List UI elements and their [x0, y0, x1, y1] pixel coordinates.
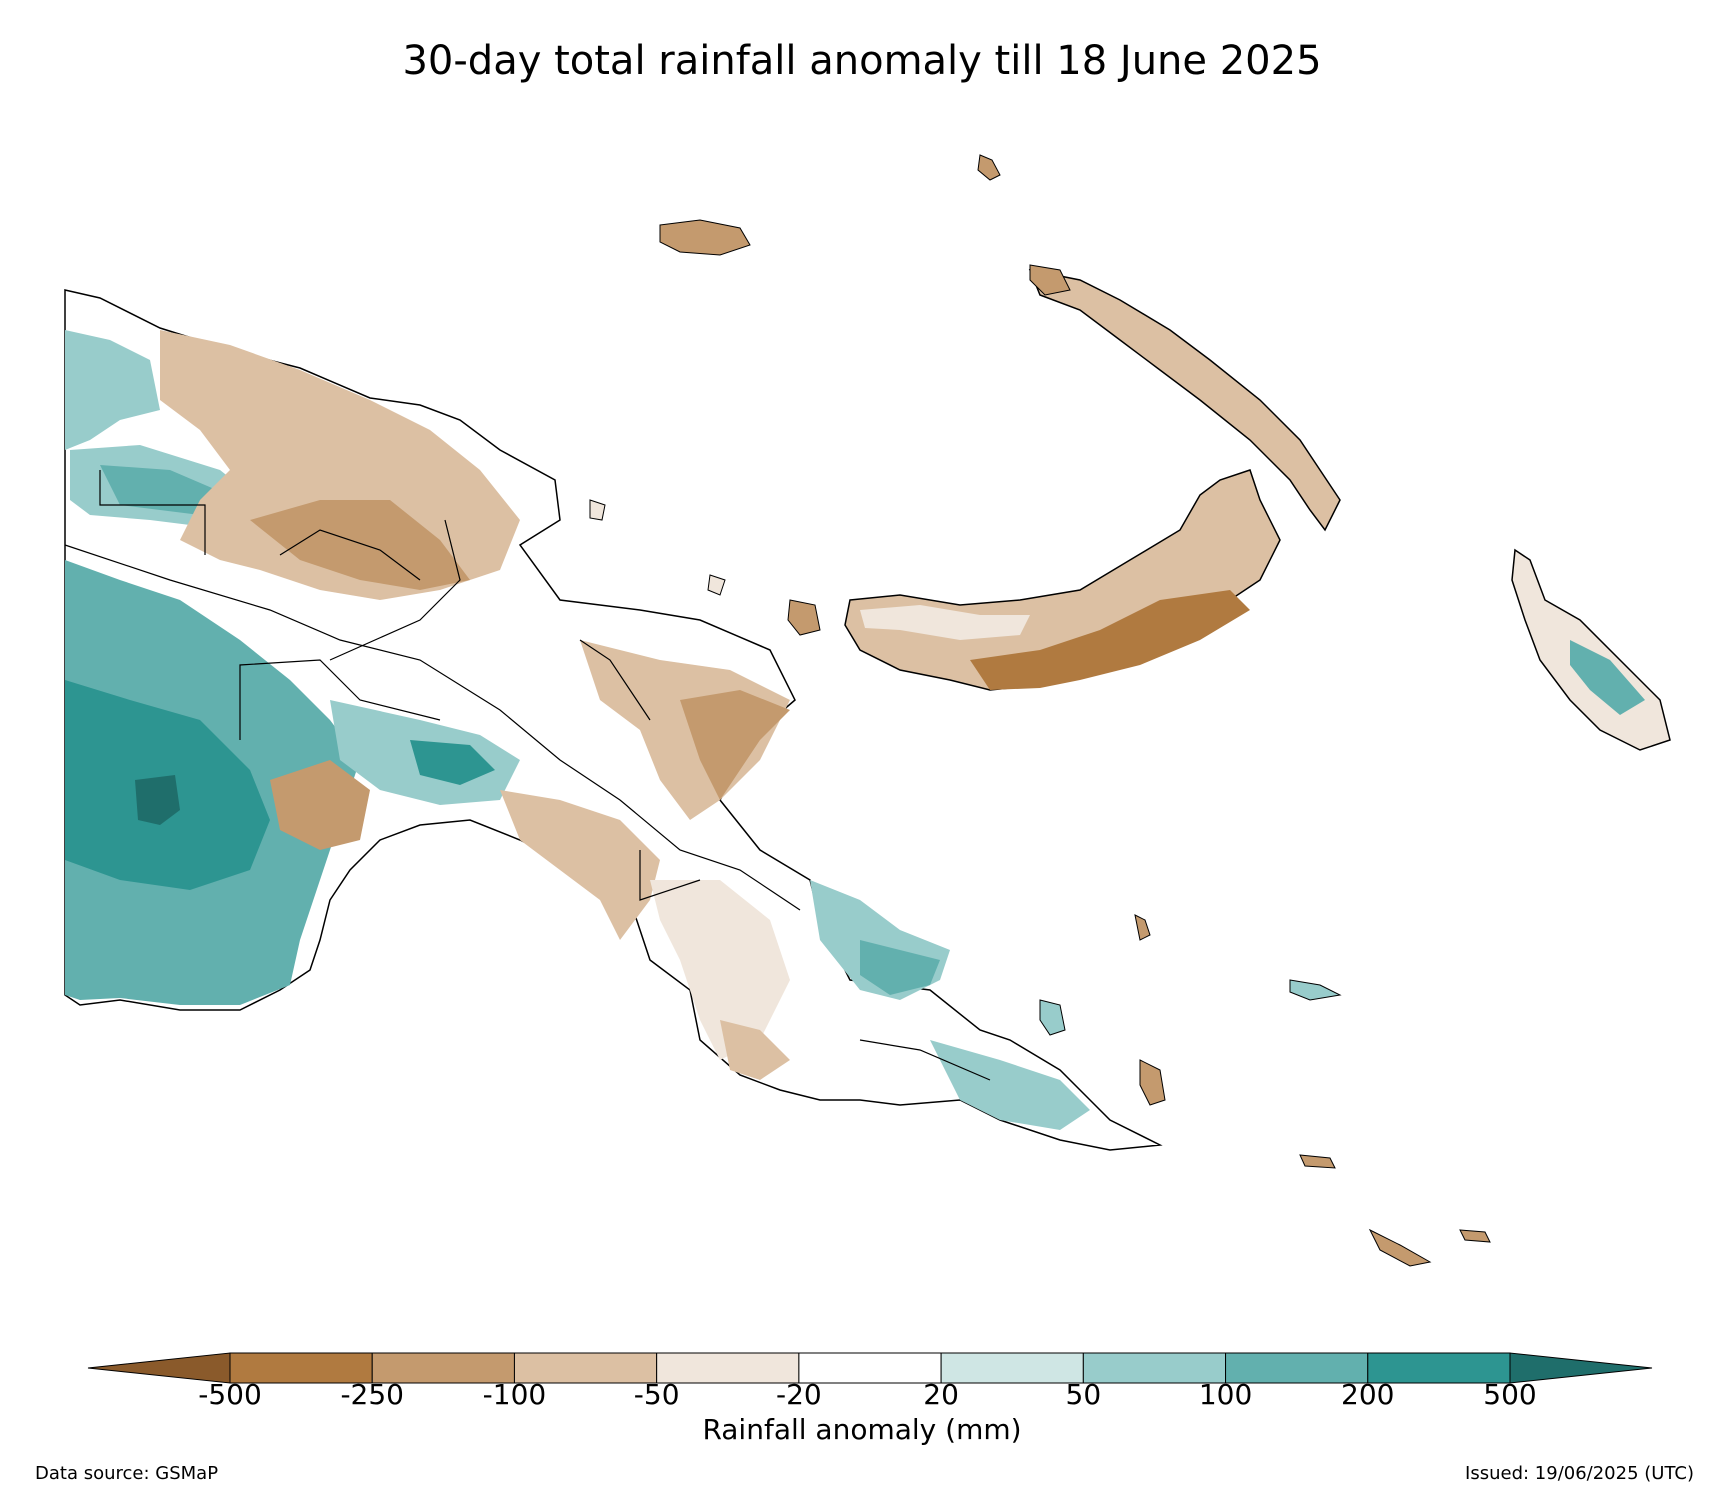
colorbar-box	[513, 1352, 658, 1384]
colorbar-box	[656, 1352, 800, 1384]
colorbar-box	[1225, 1352, 1369, 1384]
colorbar-tick-label: 20	[923, 1378, 959, 1411]
colorbar-box	[371, 1352, 515, 1384]
colorbar-tick-label: -50	[633, 1378, 680, 1411]
colorbar-extend-high	[1509, 1352, 1653, 1384]
new-britain-light	[860, 605, 1030, 640]
dry-zone-madang-core	[680, 690, 790, 800]
mussau-island	[977, 154, 1001, 181]
dry-zone-sepik-core	[250, 500, 470, 590]
colorbar-tick-label: -100	[482, 1378, 547, 1411]
new-britain-island	[844, 469, 1281, 691]
goodenough-island	[1039, 999, 1066, 1036]
new-ireland-outline	[1028, 268, 1341, 532]
rossel-island	[1459, 1229, 1491, 1243]
colorbar-tick-label: -20	[776, 1378, 822, 1411]
bougainville-island	[1511, 548, 1671, 751]
data-source-note: Data source: GSMaP	[35, 1463, 219, 1484]
dry-zone-central	[720, 1020, 790, 1080]
mainland-new-guinea	[64, 289, 1163, 1151]
colorbar-tick-label: 100	[1198, 1378, 1253, 1411]
sudest-island	[1368, 1228, 1432, 1267]
wet-zone-oro-core	[860, 940, 940, 995]
wet-zone-milne-bay	[930, 1040, 1090, 1130]
long-island	[707, 574, 726, 596]
wet-zone-extreme	[135, 775, 180, 825]
fergusson-island	[1139, 1059, 1166, 1106]
issued-date-note: Issued: 19/06/2025 (UTC)	[1465, 1463, 1694, 1484]
trobriand-island	[1134, 914, 1151, 941]
light-dry-zone-south	[650, 880, 790, 1060]
colorbar-tick-label: -250	[340, 1378, 404, 1411]
colorbar-tick-label: -500	[198, 1378, 262, 1411]
manus-island	[659, 219, 751, 256]
colorbar-tick-label: 200	[1341, 1378, 1395, 1411]
colorbar-boxes	[229, 1352, 1511, 1384]
dry-zone-morobe	[500, 790, 660, 940]
new-britain-dry-core	[970, 590, 1250, 690]
wet-zone-highlands-south-core	[410, 740, 495, 785]
new-hanover-island	[1029, 264, 1071, 296]
bougainville-wet-zone	[1570, 640, 1645, 715]
province-boundaries	[64, 470, 991, 1081]
new-ireland-island	[1028, 268, 1341, 532]
bougainville-outline	[1511, 548, 1671, 751]
wet-zone-west-coast	[65, 330, 160, 450]
woodlark-island	[1289, 979, 1342, 1001]
dry-zone-gulf	[270, 760, 370, 850]
colorbar-tick-label: 500	[1483, 1378, 1537, 1411]
misima-island	[1299, 1154, 1336, 1169]
colorbar-box	[940, 1352, 1084, 1384]
small-islands	[589, 154, 1491, 1267]
colorbar-box	[229, 1352, 373, 1384]
map-title: 30-day total rainfall anomaly till 18 Ju…	[402, 38, 1322, 84]
colorbar-box	[798, 1352, 942, 1384]
colorbar-label: Rainfall anomaly (mm)	[702, 1413, 1022, 1446]
karkar-island	[589, 499, 606, 521]
colorbar	[87, 1352, 1653, 1384]
umboi-island	[787, 599, 821, 636]
colorbar-tick-label: 50	[1065, 1378, 1102, 1411]
dry-zone-madang	[580, 640, 790, 820]
